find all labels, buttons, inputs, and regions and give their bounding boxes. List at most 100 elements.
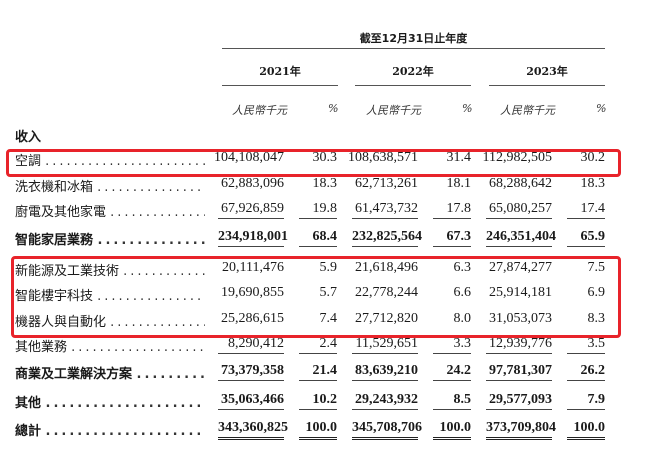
amount-cell: 62,883,096 xyxy=(221,176,284,191)
year-divider xyxy=(222,85,338,86)
amount-cell: 345,708,706 xyxy=(352,420,422,440)
amount-cell: 343,360,825 xyxy=(218,420,288,440)
leader-dots: .......................... xyxy=(123,264,205,279)
table-row: 智能樓宇科技 .......................... 19,690,… xyxy=(0,285,647,307)
year-divider xyxy=(355,85,471,86)
row-label: 商業及工業解決方案 .......................... xyxy=(15,363,205,382)
leader-dots: .......................... xyxy=(97,180,205,195)
row-label-text: 智能家居業務 xyxy=(15,233,94,248)
amount-cell: 35,063,466 xyxy=(218,392,284,410)
leader-dots: .......................... xyxy=(71,340,205,355)
percent-cell: 7.5 xyxy=(587,260,606,275)
leader-dots: .......................... xyxy=(45,424,205,439)
amount-cell: 67,926,859 xyxy=(218,201,284,219)
amount-cell: 104,108,047 xyxy=(214,150,284,165)
row-label: 智能家居業務 .......................... xyxy=(15,229,205,248)
amount-cell: 25,286,615 xyxy=(221,311,284,326)
percent-cell: 6.9 xyxy=(587,285,606,300)
percent-cell: 7.4 xyxy=(319,311,338,326)
leader-dots: .......................... xyxy=(136,367,205,382)
unit-pct: % xyxy=(462,102,473,115)
percent-cell: 3.5 xyxy=(567,336,605,354)
period-title: 截至12月31日止年度 xyxy=(359,32,468,45)
table-row: 智能家居業務 .......................... 234,918… xyxy=(0,229,647,251)
amount-cell: 20,111,476 xyxy=(222,260,284,275)
percent-cell: 7.9 xyxy=(567,392,605,410)
percent-cell: 21.4 xyxy=(299,363,337,381)
amount-cell: 19,690,855 xyxy=(221,285,284,300)
row-label: 智能樓宇科技 .......................... xyxy=(15,285,205,304)
section-title: 收入 xyxy=(15,130,42,145)
amount-cell: 8,290,412 xyxy=(218,336,284,354)
table-row: 新能源及工業技術 .......................... 20,11… xyxy=(0,260,647,282)
percent-cell: 30.2 xyxy=(580,150,606,165)
leader-dots: .......................... xyxy=(97,233,205,248)
percent-cell: 6.6 xyxy=(453,285,472,300)
percent-cell: 31.4 xyxy=(446,150,472,165)
table-row: 商業及工業解決方案 .......................... 73,3… xyxy=(0,363,647,385)
row-label-text: 其他業務 xyxy=(15,340,68,355)
row-label-text: 總計 xyxy=(15,424,42,439)
percent-cell: 17.4 xyxy=(567,201,605,219)
year-2021: 2021年 xyxy=(259,65,301,78)
percent-cell: 5.9 xyxy=(319,260,338,275)
percent-cell: 2.4 xyxy=(299,336,337,354)
amount-cell: 29,577,093 xyxy=(486,392,552,410)
amount-cell: 27,874,277 xyxy=(489,260,552,275)
amount-cell: 83,639,210 xyxy=(352,363,418,381)
leader-dots: .......................... xyxy=(110,205,205,220)
unit-amount: 人民幣千元 xyxy=(232,104,287,117)
percent-cell: 10.2 xyxy=(299,392,337,410)
amount-cell: 61,473,732 xyxy=(352,201,418,219)
unit-amount: 人民幣千元 xyxy=(500,104,555,117)
row-label-text: 商業及工業解決方案 xyxy=(15,367,133,382)
amount-cell: 73,379,358 xyxy=(218,363,284,381)
percent-cell: 5.7 xyxy=(319,285,338,300)
amount-cell: 65,080,257 xyxy=(486,201,552,219)
amount-cell: 25,914,181 xyxy=(489,285,552,300)
percent-cell: 30.3 xyxy=(312,150,338,165)
table-row: 空調 .......................... 104,108,047… xyxy=(0,150,647,172)
row-label-text: 新能源及工業技術 xyxy=(15,264,120,279)
highlight-box-air-conditioning xyxy=(6,149,621,177)
amount-cell: 12,939,776 xyxy=(486,336,552,354)
leader-dots: .......................... xyxy=(45,154,205,169)
row-label: 其他 .......................... xyxy=(15,392,205,411)
row-label: 廚電及其他家電 .......................... xyxy=(15,201,205,220)
amount-cell: 68,288,642 xyxy=(489,176,552,191)
percent-cell: 68.4 xyxy=(299,229,337,247)
table-row: 廚電及其他家電 .......................... 67,926… xyxy=(0,201,647,223)
header-divider xyxy=(222,48,605,49)
percent-cell: 18.1 xyxy=(446,176,472,191)
percent-cell: 65.9 xyxy=(567,229,605,247)
row-label: 空調 .......................... xyxy=(15,150,205,169)
leader-dots: .......................... xyxy=(45,396,205,411)
amount-cell: 29,243,932 xyxy=(352,392,418,410)
amount-cell: 62,713,261 xyxy=(355,176,418,191)
amount-cell: 112,982,505 xyxy=(482,150,552,165)
percent-cell: 3.3 xyxy=(433,336,471,354)
row-label: 洗衣機和冰箱 .......................... xyxy=(15,176,205,195)
amount-cell: 31,053,073 xyxy=(489,311,552,326)
leader-dots: .......................... xyxy=(110,315,205,330)
amount-cell: 232,825,564 xyxy=(352,229,422,247)
table-row: 其他 .......................... 35,063,466 1… xyxy=(0,392,647,414)
amount-cell: 27,712,820 xyxy=(355,311,418,326)
year-2022: 2022年 xyxy=(392,65,434,78)
amount-cell: 234,918,001 xyxy=(218,229,288,247)
unit-pct: % xyxy=(328,102,339,115)
percent-cell: 8.3 xyxy=(587,311,606,326)
row-label-text: 智能樓宇科技 xyxy=(15,289,94,304)
percent-cell: 18.3 xyxy=(580,176,606,191)
row-label-text: 機器人與自動化 xyxy=(15,315,107,330)
row-label: 機器人與自動化 .......................... xyxy=(15,311,205,330)
percent-cell: 8.5 xyxy=(433,392,471,410)
leader-dots: .......................... xyxy=(97,289,205,304)
row-label: 其他業務 .......................... xyxy=(15,336,205,355)
percent-cell: 67.3 xyxy=(433,229,471,247)
row-label-text: 廚電及其他家電 xyxy=(15,205,107,220)
percent-cell: 8.0 xyxy=(453,311,472,326)
percent-cell: 24.2 xyxy=(433,363,471,381)
row-label-text: 洗衣機和冰箱 xyxy=(15,180,94,195)
table-row: 其他業務 .......................... 8,290,412… xyxy=(0,336,647,358)
